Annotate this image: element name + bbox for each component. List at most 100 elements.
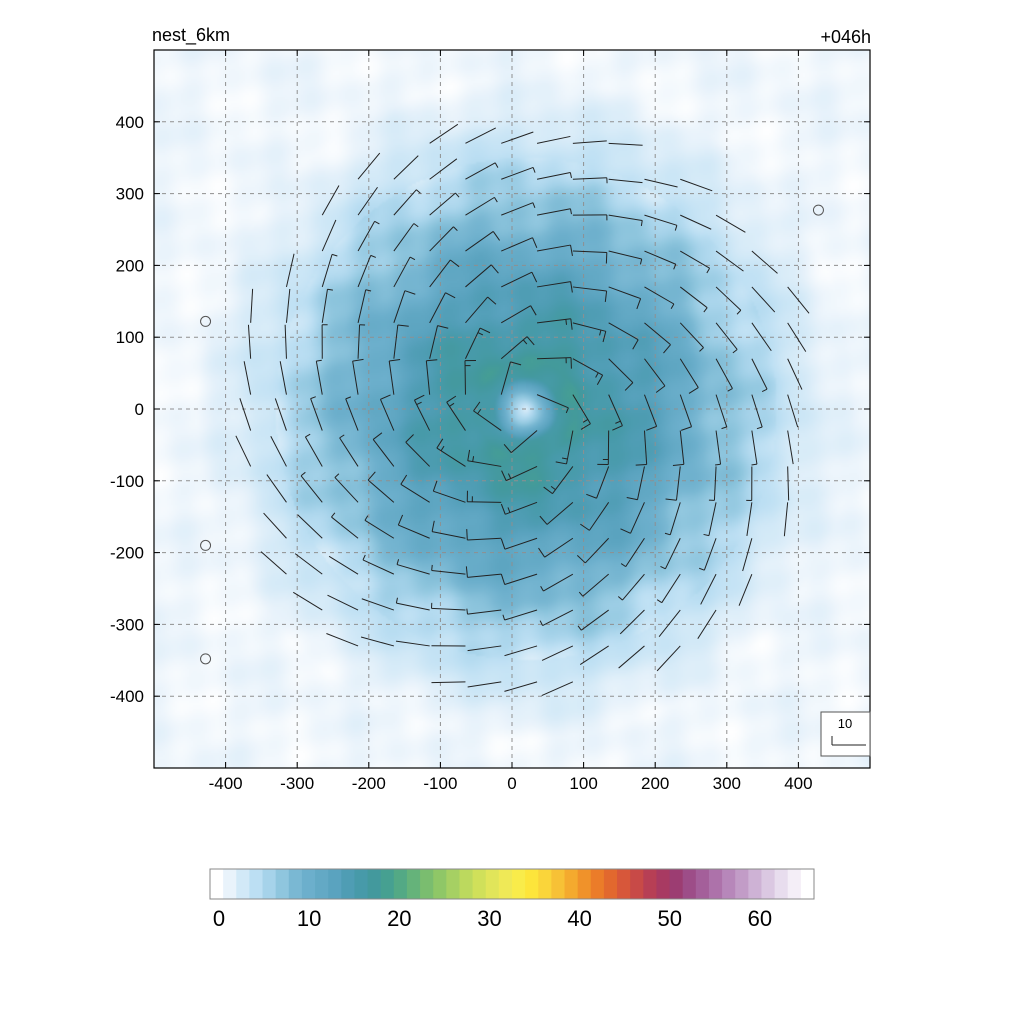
wind-barb bbox=[362, 554, 395, 575]
wind-barb-half-feather bbox=[703, 533, 710, 537]
colorbar-swatch bbox=[761, 869, 776, 899]
wind-barb-shaft bbox=[656, 645, 681, 672]
x-tick-label: -100 bbox=[423, 774, 457, 793]
colorbar-swatch bbox=[722, 869, 736, 899]
wind-barb bbox=[697, 609, 717, 639]
wind-barb bbox=[400, 474, 430, 503]
wind-barb bbox=[703, 502, 717, 537]
wind-barb-shaft bbox=[536, 135, 571, 144]
wind-barb-feather bbox=[437, 325, 449, 329]
wind-barb-shaft bbox=[680, 178, 713, 192]
x-tick-label: -400 bbox=[209, 774, 243, 793]
wind-barb-shaft bbox=[465, 196, 495, 216]
wind-barb-half-feather bbox=[507, 507, 511, 513]
wind-barb-shaft bbox=[608, 358, 634, 383]
wind-barb bbox=[608, 286, 642, 310]
wind-barb-half-feather bbox=[300, 471, 306, 477]
wind-barb bbox=[393, 155, 419, 180]
wind-barb bbox=[357, 289, 372, 323]
wind-barb-half-feather bbox=[365, 289, 372, 292]
wind-barb-shaft bbox=[644, 322, 671, 346]
wind-barb-half-feather bbox=[673, 264, 677, 270]
colorbar-swatch bbox=[406, 869, 421, 899]
wind-barb bbox=[787, 430, 794, 465]
wind-barb bbox=[715, 430, 722, 466]
colorbar-tick-label: 0 bbox=[213, 906, 225, 931]
colorbar-swatch bbox=[590, 869, 605, 899]
wind-barb bbox=[294, 553, 323, 575]
colorbar-swatch bbox=[341, 869, 356, 899]
wind-barb bbox=[464, 359, 476, 395]
wind-barb-half-feather bbox=[331, 253, 338, 257]
wind-barb bbox=[436, 438, 466, 467]
wind-barb bbox=[357, 152, 381, 180]
wind-barb bbox=[644, 322, 671, 354]
wind-barb-shaft bbox=[300, 475, 323, 503]
wind-barb bbox=[331, 512, 359, 539]
wind-barb-shaft bbox=[746, 502, 753, 537]
wind-barb-shaft bbox=[396, 564, 430, 575]
wind-barb-shaft bbox=[679, 358, 699, 388]
wind-barb-shaft bbox=[787, 358, 803, 390]
wind-barb-shaft bbox=[751, 358, 768, 390]
wind-barb-feather bbox=[487, 296, 497, 305]
wind-barb bbox=[608, 142, 643, 146]
wind-barb bbox=[357, 220, 380, 252]
wind-barb bbox=[321, 253, 338, 288]
wind-barb-shaft bbox=[432, 531, 466, 539]
wind-barb bbox=[284, 324, 287, 359]
wind-barb-shaft bbox=[331, 516, 359, 539]
wind-barb-feather bbox=[672, 463, 684, 467]
wind-barb-half-feather bbox=[660, 565, 666, 570]
wind-barb-half-feather bbox=[494, 162, 499, 168]
wind-barb-half-feather bbox=[756, 426, 763, 430]
calm-marker bbox=[200, 653, 212, 665]
wind-barb-feather bbox=[570, 318, 573, 330]
colorbar-swatch bbox=[577, 869, 592, 899]
colorbar-swatch bbox=[800, 869, 815, 899]
wind-barb-feather bbox=[555, 461, 567, 465]
wind-barb-shaft bbox=[260, 551, 287, 575]
wind-barb bbox=[742, 538, 753, 572]
wind-barb-half-feather bbox=[721, 426, 727, 430]
wind-barb-shaft bbox=[243, 361, 252, 395]
wind-barb-half-feather bbox=[761, 388, 768, 393]
wind-barb-half-feather bbox=[310, 396, 316, 400]
wind-barb bbox=[536, 135, 571, 144]
wind-barb-shaft bbox=[321, 185, 340, 216]
wind-barb bbox=[572, 214, 608, 221]
wind-barb bbox=[429, 158, 458, 180]
wind-barb bbox=[578, 573, 609, 597]
wind-barb-feather bbox=[500, 503, 506, 515]
wind-barb-feather bbox=[680, 426, 692, 431]
wind-barb-shaft bbox=[310, 398, 323, 431]
wind-barb bbox=[540, 573, 574, 592]
wind-barb bbox=[500, 537, 538, 550]
colorbar-swatch bbox=[210, 869, 224, 899]
wind-barb-half-feather bbox=[561, 457, 568, 460]
wind-barb bbox=[699, 538, 717, 571]
wind-barb-feather bbox=[635, 463, 647, 466]
y-tick-label: 100 bbox=[116, 328, 144, 347]
chart-title-right: +046h bbox=[820, 27, 871, 47]
wind-barb-shaft bbox=[787, 286, 810, 314]
y-tick-label: 0 bbox=[135, 400, 144, 419]
wind-barb-feather bbox=[450, 259, 460, 268]
wind-barb-shaft bbox=[787, 322, 807, 352]
wind-barb-shaft bbox=[751, 286, 776, 313]
wind-barb bbox=[751, 394, 763, 430]
wind-barb-shaft bbox=[398, 524, 430, 539]
wind-barb-feather bbox=[500, 573, 506, 585]
wind-barb-shaft bbox=[751, 250, 778, 274]
wind-barb bbox=[608, 358, 634, 391]
wind-barb bbox=[361, 598, 395, 611]
wind-barb-shaft bbox=[393, 223, 415, 252]
wind-barb bbox=[504, 681, 538, 692]
wind-barb bbox=[746, 466, 753, 501]
wind-barb-half-feather bbox=[615, 420, 621, 424]
wind-barb bbox=[679, 322, 704, 352]
wind-barb-shaft bbox=[625, 537, 645, 567]
wind-barb bbox=[465, 566, 502, 578]
colorbar-tick-label: 40 bbox=[567, 906, 591, 931]
wind-barb-shaft bbox=[715, 250, 744, 272]
